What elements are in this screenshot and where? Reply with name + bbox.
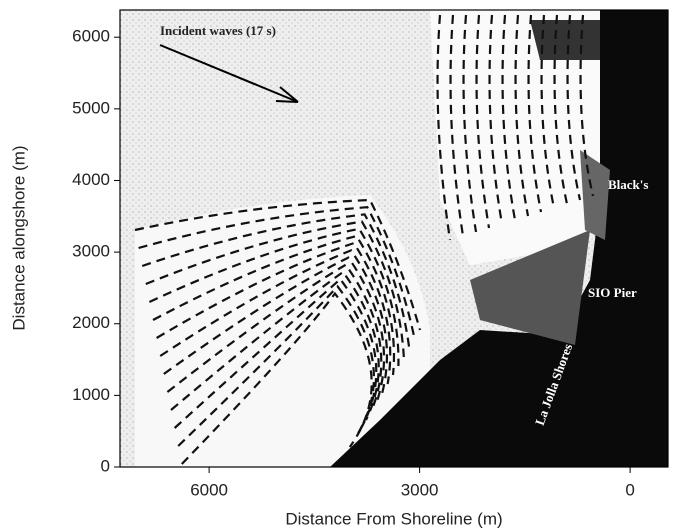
plot-image <box>120 10 668 467</box>
y-axis-label: Distance alongshore (m) <box>9 145 28 330</box>
annotation: Black's <box>608 177 648 192</box>
chart: Incident waves (17 s) Black's SIO Pier L… <box>0 0 680 532</box>
y-tick-label: 6000 <box>72 27 110 46</box>
x-tick-label: 0 <box>625 480 634 499</box>
annotation: Incident waves (17 s) <box>160 23 276 38</box>
annotation: SIO Pier <box>588 285 637 300</box>
y-tick-label: 2000 <box>72 313 110 332</box>
x-tick-label: 3000 <box>401 480 439 499</box>
x-axis-label: Distance From Shoreline (m) <box>285 509 502 528</box>
y-tick-label: 1000 <box>72 385 110 404</box>
y-tick-label: 3000 <box>72 242 110 261</box>
y-tick-label: 4000 <box>72 170 110 189</box>
x-tick-label: 6000 <box>190 480 228 499</box>
y-tick-label: 0 <box>101 456 110 475</box>
y-tick-label: 5000 <box>72 98 110 117</box>
